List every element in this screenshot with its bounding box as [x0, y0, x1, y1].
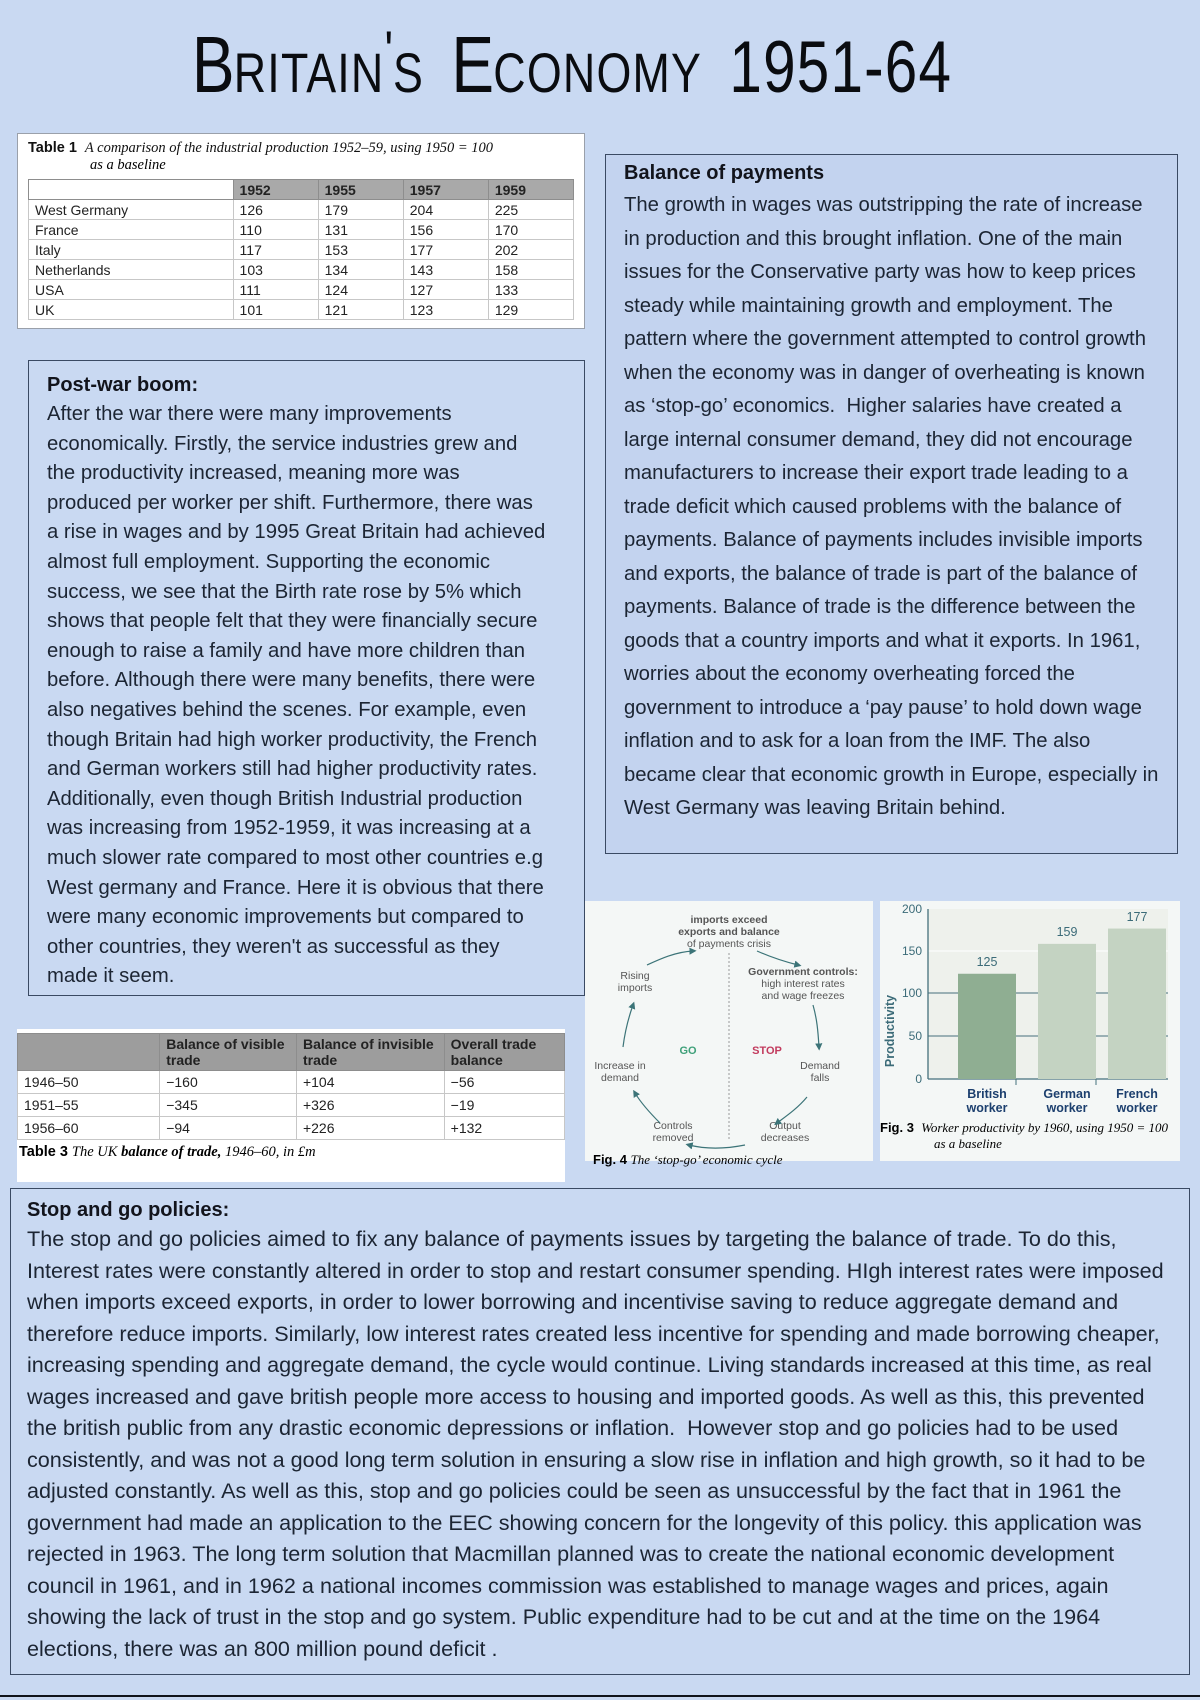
svg-text:French: French	[1116, 1087, 1158, 1101]
svg-text:exports and balance: exports and balance	[678, 926, 780, 938]
svg-text:Output: Output	[769, 1120, 801, 1132]
svg-text:worker: worker	[1046, 1101, 1088, 1115]
svg-text:and wage freezes: and wage freezes	[762, 990, 845, 1002]
svg-text:imports: imports	[618, 982, 652, 994]
svg-text:Government controls:: Government controls:	[748, 966, 858, 978]
svg-text:177: 177	[1127, 910, 1148, 924]
svg-text:imports exceed: imports exceed	[690, 914, 767, 926]
svg-text:150: 150	[902, 944, 922, 958]
svg-text:Productivity: Productivity	[883, 995, 897, 1067]
svg-text:worker: worker	[966, 1101, 1008, 1115]
svg-text:removed: removed	[653, 1132, 694, 1144]
svg-text:Increase in: Increase in	[594, 1060, 646, 1072]
svg-text:GO: GO	[679, 1045, 697, 1057]
svg-text:Demand: Demand	[800, 1060, 840, 1072]
svg-text:falls: falls	[811, 1072, 830, 1084]
svg-text:worker: worker	[1116, 1101, 1158, 1115]
svg-text:high interest rates: high interest rates	[761, 978, 844, 990]
svg-text:STOP: STOP	[752, 1045, 782, 1057]
svg-text:200: 200	[902, 902, 922, 916]
svg-text:159: 159	[1057, 925, 1078, 939]
svg-text:decreases: decreases	[761, 1132, 809, 1144]
svg-text:of payments crisis: of payments crisis	[687, 938, 771, 950]
svg-text:German: German	[1043, 1087, 1090, 1101]
svg-text:125: 125	[977, 955, 998, 969]
svg-text:50: 50	[909, 1029, 923, 1043]
svg-text:demand: demand	[601, 1072, 639, 1084]
svg-text:Rising: Rising	[620, 970, 649, 982]
svg-text:British: British	[967, 1087, 1007, 1101]
svg-text:100: 100	[902, 986, 922, 1000]
svg-text:0: 0	[915, 1072, 922, 1086]
